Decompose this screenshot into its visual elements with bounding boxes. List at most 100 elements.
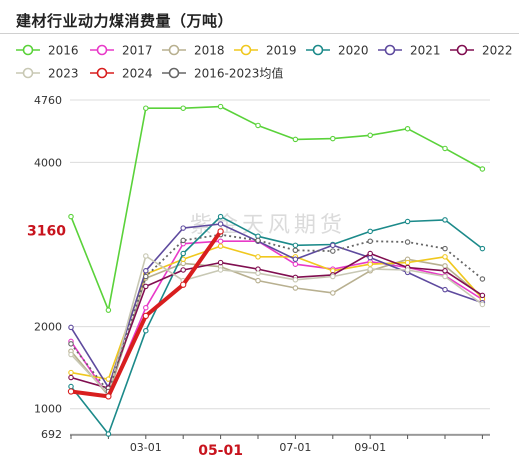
series-line-2022 <box>70 252 483 390</box>
series-point-2016-2023均值 <box>292 247 299 254</box>
series-point-2021 <box>217 221 224 227</box>
series-point-2016 <box>68 213 74 220</box>
series-point-2023 <box>442 273 448 280</box>
series-point-2021 <box>442 286 448 293</box>
series-point-2016 <box>105 307 112 313</box>
series-line-2020 <box>70 215 483 435</box>
legend-item-2023: 2023 <box>16 67 79 81</box>
x-tick-label: 07-01 <box>279 441 311 454</box>
legend-label: 2019 <box>266 44 297 58</box>
legend-swatch-marker <box>240 44 252 56</box>
legend-swatch-marker <box>312 44 324 56</box>
legend-item-2016-2023均值: 2016-2023均值 <box>162 66 283 81</box>
legend-item-2020: 2020 <box>306 44 369 58</box>
series-point-2020 <box>479 245 486 252</box>
series-point-2024 <box>105 393 112 400</box>
x-tick-label: 09-01 <box>354 441 386 454</box>
series-point-2016-2023均值 <box>442 245 448 252</box>
x-tick-label: 05-01 <box>198 443 243 459</box>
series-point-2018 <box>255 277 261 284</box>
legend-swatch-marker <box>96 67 108 79</box>
series-point-2016 <box>217 103 224 110</box>
series-point-2020 <box>180 250 186 257</box>
series-point-2019 <box>367 261 373 267</box>
series-point-2022 <box>68 374 74 381</box>
series-point-2022 <box>442 268 448 274</box>
y-tick-label: 1000 <box>34 403 62 416</box>
legend-label: 2021 <box>410 44 441 58</box>
series-point-2016-2023均值 <box>479 276 486 282</box>
series-point-2016 <box>330 135 336 142</box>
legend-item-2018: 2018 <box>162 44 225 58</box>
series-point-2020 <box>143 327 149 334</box>
legend-label: 2023 <box>48 67 79 81</box>
legend-label: 2018 <box>194 44 225 58</box>
series-point-2016 <box>479 166 486 172</box>
legend-swatch-marker <box>456 44 468 56</box>
series-point-2020 <box>292 242 299 249</box>
chart-title: 建材行业动力煤消费量（万吨） <box>16 12 234 30</box>
series-point-2019 <box>442 254 448 260</box>
legend-item-2021: 2021 <box>378 44 441 58</box>
legend-label: 2016 <box>48 44 79 58</box>
y-tick-label: 4760 <box>34 94 62 107</box>
series-line-2023 <box>70 255 483 395</box>
legend-item-2017: 2017 <box>90 44 153 58</box>
series-point-2020 <box>367 228 373 235</box>
series-point-2020 <box>68 383 74 390</box>
series-point-2024 <box>180 281 187 288</box>
series-point-2018 <box>292 285 299 291</box>
watermark-text: 紫金天风期货 <box>190 213 346 238</box>
series-point-2018 <box>330 290 336 296</box>
series-point-2022 <box>143 283 149 290</box>
series-point-2016 <box>442 145 448 152</box>
series-point-2023 <box>292 277 299 283</box>
legend-label: 2016-2023均值 <box>194 66 283 81</box>
series-point-2023 <box>404 267 411 273</box>
series-point-2021 <box>330 242 336 249</box>
series-point-2021 <box>143 268 149 274</box>
series-point-2018 <box>442 263 448 269</box>
title-divider <box>0 33 519 34</box>
series-point-2016 <box>255 122 261 129</box>
y-tick-label: 3160 <box>27 223 66 239</box>
series-point-2016-2023均值 <box>330 248 336 254</box>
series-point-2024 <box>67 388 75 395</box>
series-point-2023 <box>217 267 224 273</box>
series-point-2016 <box>404 125 411 132</box>
legend-label: 2020 <box>338 44 369 58</box>
series-point-2020 <box>217 213 224 220</box>
series-point-2020 <box>404 218 411 225</box>
legend-label: 2017 <box>122 44 153 58</box>
legend-item-2022: 2022 <box>450 44 513 58</box>
legend-swatch-marker <box>22 44 34 56</box>
series-point-2021 <box>68 324 74 331</box>
series-point-2017 <box>292 261 299 267</box>
legend-swatch-marker <box>168 44 180 56</box>
series-point-2019 <box>404 259 411 266</box>
y-tick-label: 2000 <box>34 321 62 334</box>
legend-item-2016: 2016 <box>16 44 79 58</box>
series-point-2016-2023均值 <box>143 273 149 280</box>
series-point-2016-2023均值 <box>404 239 411 245</box>
series-point-2022 <box>180 267 186 273</box>
legend-swatch-marker <box>96 44 108 56</box>
series-point-2017 <box>143 304 149 311</box>
series-point-2020 <box>442 217 448 223</box>
series-point-2019 <box>68 369 74 376</box>
series-line-2016-2023均值 <box>70 233 483 393</box>
series-point-2024 <box>217 228 224 235</box>
series-point-2016-2023均值 <box>180 237 186 244</box>
series-point-2023 <box>479 301 486 308</box>
series-line-2017 <box>70 240 483 398</box>
legend-swatch-marker <box>22 67 34 79</box>
series-point-2016-2023均值 <box>255 237 261 244</box>
series-point-2023 <box>143 253 149 259</box>
series-point-2023 <box>367 266 373 272</box>
series-point-2024 <box>142 312 149 320</box>
series-point-2022 <box>367 250 373 257</box>
legend-swatch-marker <box>384 44 396 56</box>
series-point-2016 <box>292 136 299 143</box>
series-point-2016 <box>180 105 186 111</box>
